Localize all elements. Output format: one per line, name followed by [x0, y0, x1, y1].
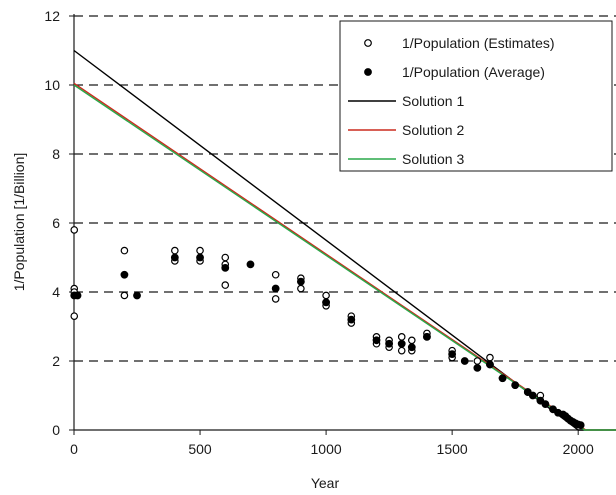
legend-label: 1/Population (Estimates) [402, 35, 555, 51]
average-point [511, 381, 520, 390]
legend-box [339, 20, 613, 172]
legend-label: Solution 3 [402, 151, 464, 167]
average-point [347, 315, 356, 324]
estimate-point [297, 284, 305, 293]
average-point [528, 391, 537, 400]
series-line-solution-3 [73, 84, 616, 431]
legend-marker-average [364, 68, 372, 76]
estimate-point [70, 312, 79, 320]
average-point [372, 336, 381, 345]
average-point [120, 270, 129, 279]
average-point [460, 357, 469, 365]
estimate-point [271, 270, 280, 279]
y-tick-label: 10 [44, 77, 60, 93]
legend-label: Solution 2 [402, 122, 464, 138]
x-axis-title: Year [311, 475, 340, 491]
estimate-point [473, 357, 482, 365]
estimate-point [397, 333, 406, 341]
estimate-point [120, 291, 129, 300]
average-point [486, 360, 494, 369]
legend-label: Solution 1 [402, 93, 464, 109]
y-tick-label: 12 [44, 8, 60, 24]
x-tick-label: 2000 [563, 441, 594, 457]
average-point [541, 400, 550, 409]
average-point [423, 332, 431, 341]
average-point [170, 253, 179, 262]
y-tick-label: 0 [52, 422, 60, 438]
y-tick-label: 8 [52, 146, 60, 162]
estimate-point [221, 281, 230, 289]
x-tick-label: 0 [70, 441, 78, 457]
estimate-point [120, 246, 129, 255]
x-tick-label: 1000 [311, 441, 342, 457]
estimate-point [408, 336, 416, 345]
average-point [73, 291, 82, 300]
legend-label: 1/Population (Average) [402, 64, 545, 80]
y-tick-label: 2 [52, 353, 60, 369]
legend: 1/Population (Estimates) 1/Population (Av… [339, 20, 613, 172]
average-point [498, 374, 507, 383]
average-point [407, 343, 416, 352]
average-point [322, 298, 330, 307]
estimate-point [70, 226, 79, 234]
x-tick-label: 500 [188, 441, 212, 457]
y-axis-title: 1/Population [1/Billion] [11, 153, 27, 292]
average-point [133, 291, 141, 300]
average-point [448, 350, 457, 359]
estimate-point [271, 295, 280, 303]
average-point [196, 253, 204, 262]
tick-labels: 0 2 4 6 8 10 12 0 500 1000 1500 2000 [44, 8, 594, 457]
estimate-point [397, 346, 406, 355]
average-point [271, 284, 280, 293]
y-tick-label: 6 [52, 215, 60, 231]
legend-marker-estimates [364, 39, 372, 47]
y-tick-label: 4 [52, 284, 60, 300]
average-point [385, 339, 394, 348]
average-point [576, 421, 585, 430]
estimate-point [322, 291, 330, 300]
estimate-point [486, 353, 494, 362]
series-points [70, 226, 585, 430]
estimate-point [196, 246, 204, 255]
estimate-point [221, 253, 230, 262]
x-tick-label: 1500 [437, 441, 468, 457]
average-point [296, 277, 305, 286]
average-point [473, 364, 482, 372]
average-point [397, 339, 406, 348]
average-point [221, 263, 230, 272]
series-lines [73, 49, 616, 431]
estimate-point [171, 246, 179, 255]
average-point [246, 260, 255, 269]
